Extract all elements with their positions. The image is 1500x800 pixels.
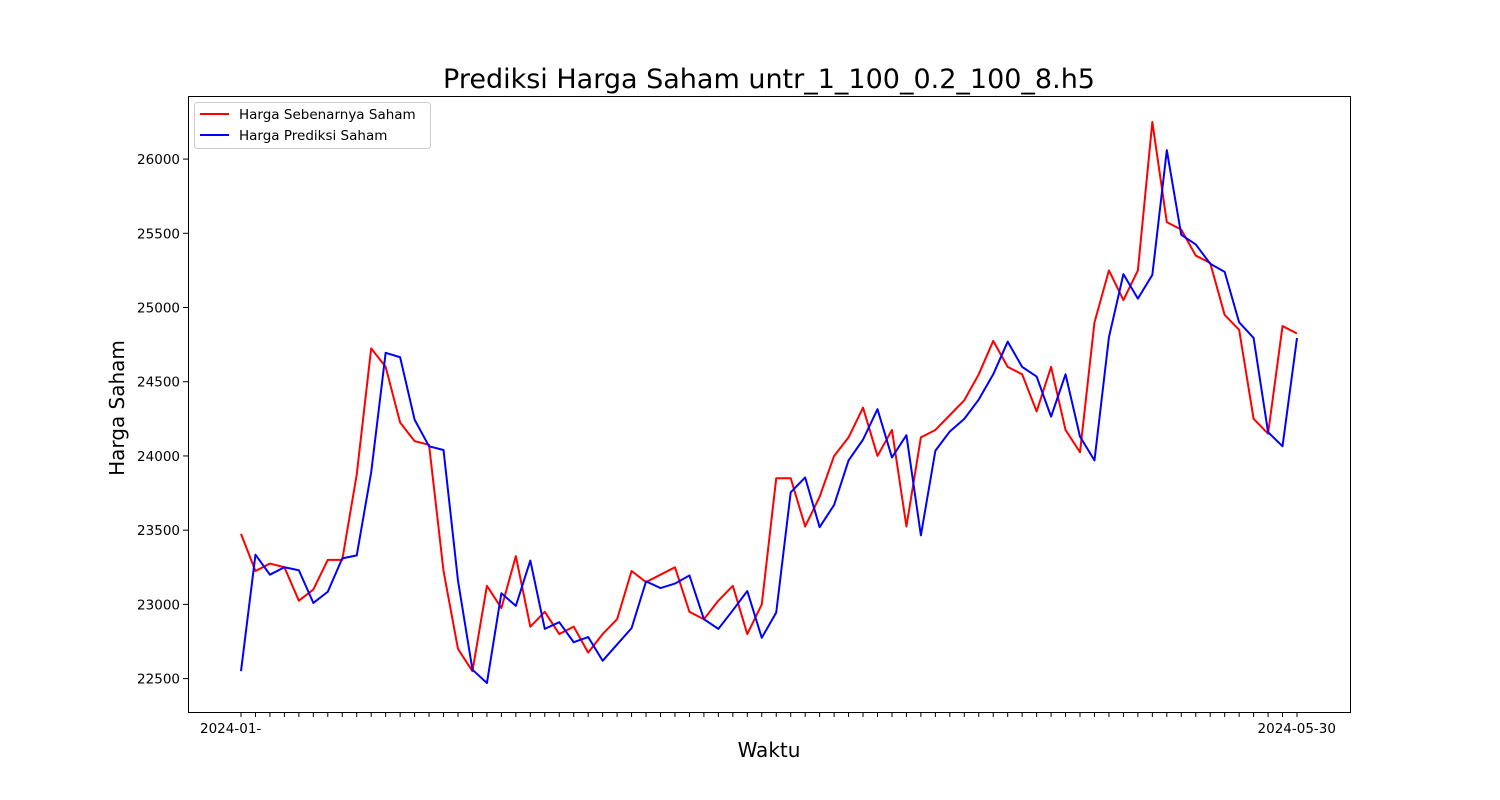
y-tick-label: 25500 <box>137 226 180 242</box>
plot-area <box>240 120 1298 685</box>
x-axis-label: Waktu <box>738 738 801 762</box>
legend-label-actual: Harga Sebenarnya Saham <box>239 107 416 123</box>
y-tick-label: 24500 <box>137 375 180 391</box>
axes-frame <box>188 96 1351 713</box>
legend-label-predicted: Harga Prediksi Saham <box>239 128 387 144</box>
chart-title: Prediksi Harga Saham untr_1_100_0.2_100_… <box>443 64 1095 95</box>
series-line-actual <box>240 120 1298 673</box>
y-tick-label: 22500 <box>137 672 180 688</box>
legend-box <box>194 102 431 149</box>
y-tick-label: 26000 <box>137 152 180 168</box>
y-tick-label: 23000 <box>137 597 180 613</box>
y-axis: 22500 23000 23500 24000 24500 25000 25500 26000 <box>137 152 188 688</box>
series-line-predicted <box>240 149 1298 685</box>
x-axis: 2024-01- 2024-05-30 <box>200 712 1336 737</box>
y-tick-label: 25000 <box>137 301 180 317</box>
y-tick-label: 24000 <box>137 449 180 465</box>
x-tick-label-first: 2024-01- <box>200 721 261 737</box>
x-tick-label-last: 2024-05-30 <box>1258 721 1336 737</box>
y-axis-label: Harga Saham <box>105 340 129 476</box>
legend: Harga Sebenarnya Saham Harga Prediksi Sa… <box>194 102 431 149</box>
y-tick-label: 23500 <box>137 523 180 539</box>
